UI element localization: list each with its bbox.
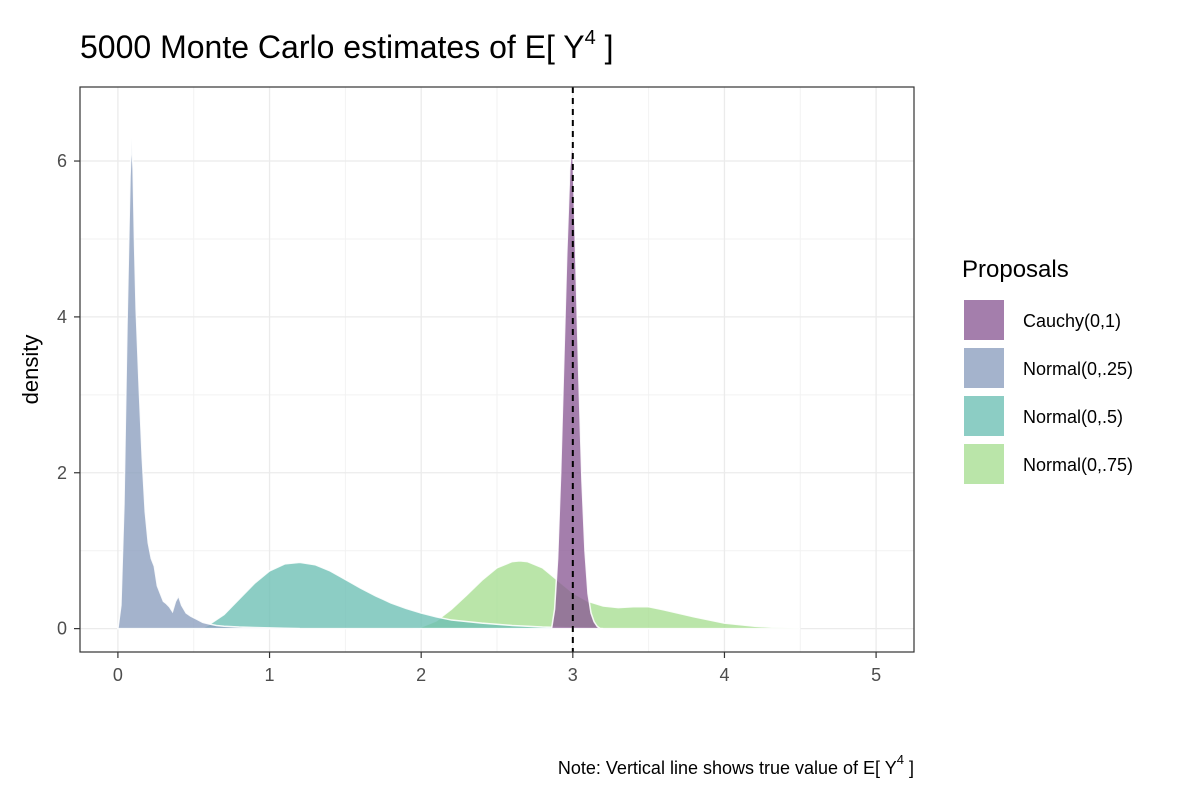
- x-tick-label: 3: [568, 665, 578, 685]
- density-area-normal-0-5: [200, 561, 604, 630]
- legend: Proposals Cauchy(0,1) Normal(0,.25) Normal…: [962, 256, 1133, 484]
- y-tick-label: 0: [57, 619, 67, 639]
- legend-label-normal-0-25: Normal(0,.25): [1023, 359, 1133, 379]
- density-area-normal-0-25: [117, 137, 300, 630]
- y-axis-label: density: [18, 335, 43, 405]
- density-area-cauchy-0-1: [550, 141, 603, 630]
- x-tick-label: 4: [719, 665, 729, 685]
- legend-label-normal-0-5: Normal(0,.5): [1023, 407, 1123, 427]
- legend-title: Proposals: [962, 256, 1069, 283]
- y-tick-label: 4: [57, 307, 67, 327]
- legend-label-normal-0-75: Normal(0,.75): [1023, 455, 1133, 475]
- legend-key-normal-0-5: [964, 396, 1004, 436]
- y-axis: 0 2 4 6: [57, 151, 80, 639]
- y-tick-label: 2: [57, 463, 67, 483]
- plot-panel: [79, 86, 915, 653]
- density-areas: [117, 137, 801, 630]
- x-tick-label: 5: [871, 665, 881, 685]
- grid-minor: [80, 87, 914, 652]
- legend-key-cauchy-0-1: [964, 300, 1004, 340]
- y-tick-label: 6: [57, 151, 67, 171]
- panel-border: [79, 86, 915, 653]
- x-tick-label: 1: [265, 665, 275, 685]
- caption: Note: Vertical line shows true value of …: [558, 752, 914, 778]
- legend-label-cauchy-0-1: Cauchy(0,1): [1023, 311, 1121, 331]
- legend-key-normal-0-75: [964, 444, 1004, 484]
- legend-key-normal-0-25: [964, 348, 1004, 388]
- x-tick-label: 0: [113, 665, 123, 685]
- x-tick-label: 2: [416, 665, 426, 685]
- chart-title: 5000 Monte Carlo estimates of E[ Y4 ]: [80, 27, 613, 65]
- x-axis: 0 1 2 3 4 5: [113, 652, 881, 685]
